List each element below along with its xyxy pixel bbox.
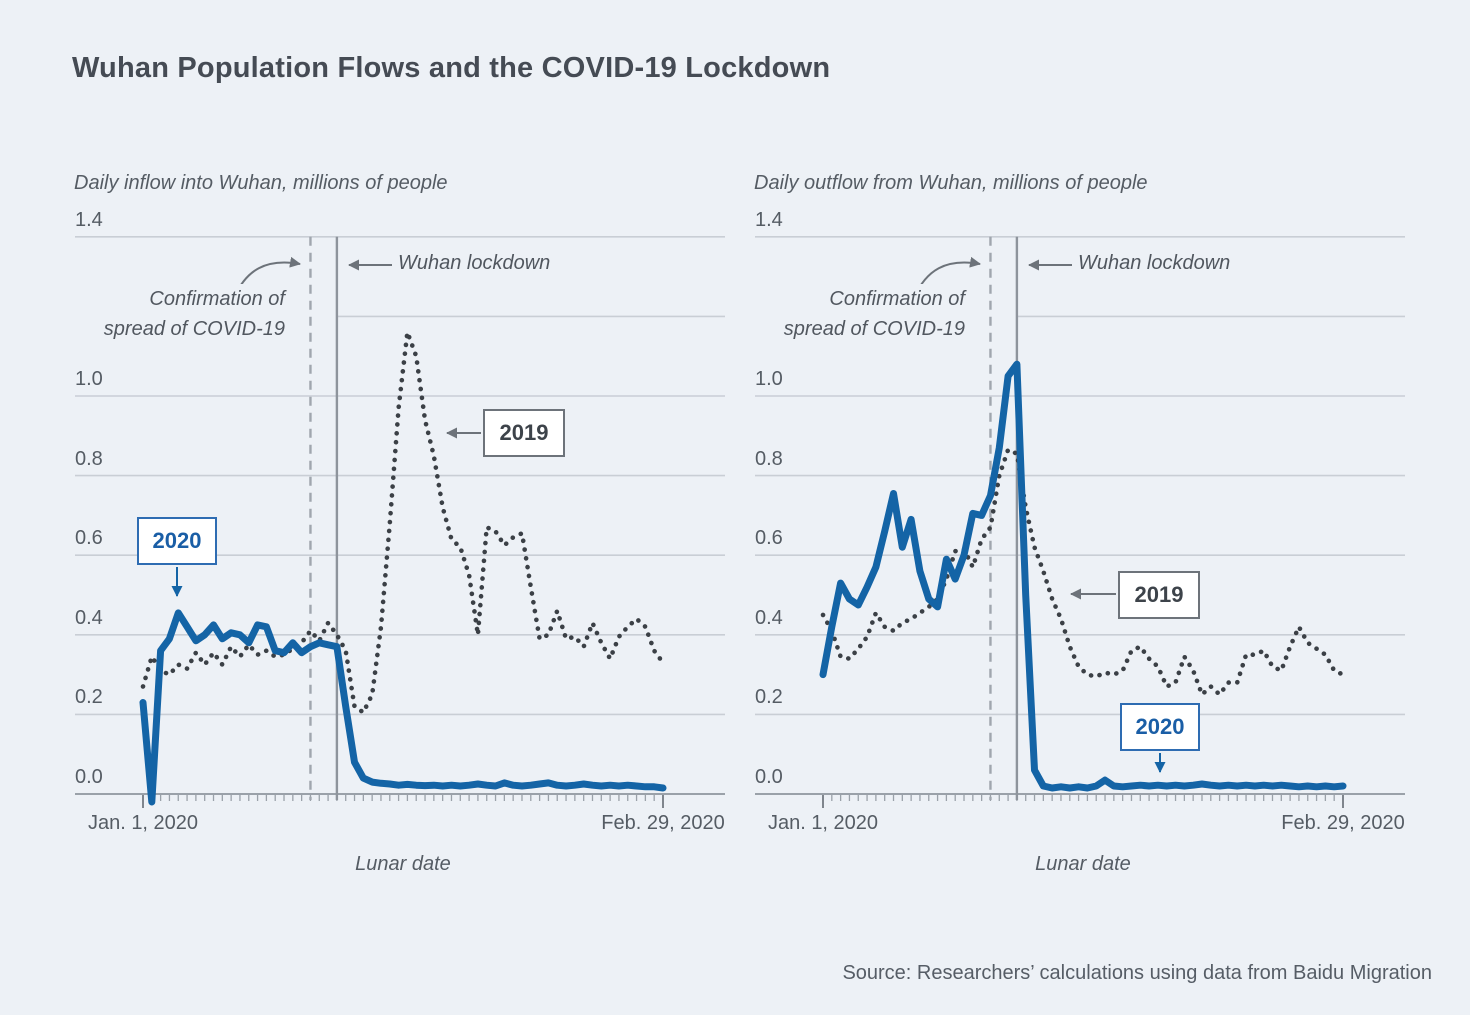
y-tick-label: 0.0 xyxy=(75,766,103,788)
x-tick-start: Jan. 1, 2020 xyxy=(767,812,879,834)
y-axis-title: Daily outflow from Wuhan, millions of pe… xyxy=(754,172,1148,194)
inflow-chart: Daily inflow into Wuhan, millions of peo… xyxy=(70,172,725,875)
y-tick-label: 1.0 xyxy=(755,368,783,390)
series-label-2019: 2019 xyxy=(1118,571,1200,619)
series-label-2020: 2020 xyxy=(1120,703,1200,751)
x-axis-title: Lunar date xyxy=(1035,853,1131,875)
y-tick-label: 0.2 xyxy=(755,686,783,709)
x-tick-start: Jan. 1, 2020 xyxy=(87,812,199,834)
series-label-2019: 2019 xyxy=(483,409,565,457)
figure-title: Wuhan Population Flows and the COVID-19 … xyxy=(72,52,831,84)
y-tick-label: 0.6 xyxy=(75,527,103,550)
y-tick-label: 1.4 xyxy=(75,208,103,231)
source-credit: Source: Researchers’ calculations using … xyxy=(842,962,1432,984)
y-tick-label: 0.2 xyxy=(75,686,103,709)
gridlines xyxy=(75,236,1405,808)
y-axis-title: Daily inflow into Wuhan, millions of peo… xyxy=(74,172,448,194)
x-tick-end: Feb. 29, 2020 xyxy=(601,812,725,834)
series-label-2019-text: 2019 xyxy=(1134,582,1184,607)
outflow-chart: Daily outflow from Wuhan, millions of pe… xyxy=(680,0,1470,1015)
annotation-confirmation: Confirmation of spread of COVID-19 xyxy=(750,284,965,346)
y-tick-label: 0.8 xyxy=(755,447,783,470)
y-tick-label: 0.4 xyxy=(75,606,103,629)
y-tick-label: 0.0 xyxy=(755,766,783,788)
annotation-confirmation: Confirmation of spread of COVID-19 xyxy=(70,284,285,346)
data-series xyxy=(139,330,1347,806)
annotation-lockdown: Wuhan lockdown xyxy=(398,252,551,274)
y-tick-label: 0.4 xyxy=(755,606,783,629)
x-axis-title: Lunar date xyxy=(355,853,451,875)
y-tick-label: 1.4 xyxy=(755,208,783,231)
annotation-confirmation-line2: spread of COVID-19 xyxy=(103,318,285,340)
annotation-confirmation-line1: Confirmation of xyxy=(829,288,965,310)
series-label-2020-text: 2020 xyxy=(152,528,202,553)
y-tick-label: 0.8 xyxy=(75,447,103,470)
annotation-lockdown: Wuhan lockdown xyxy=(1078,252,1231,274)
series-label-2019-text: 2019 xyxy=(499,420,549,445)
series-label-2020-text: 2020 xyxy=(1135,714,1185,739)
series-label-2020: 2020 xyxy=(137,517,217,565)
x-tick-end: Feb. 29, 2020 xyxy=(1281,812,1405,834)
y-tick-label: 1.0 xyxy=(75,368,103,390)
annotation-confirmation-line1: Confirmation of xyxy=(149,288,285,310)
annotation-confirmation-line2: spread of COVID-19 xyxy=(783,318,965,340)
y-tick-label: 0.6 xyxy=(755,527,783,550)
